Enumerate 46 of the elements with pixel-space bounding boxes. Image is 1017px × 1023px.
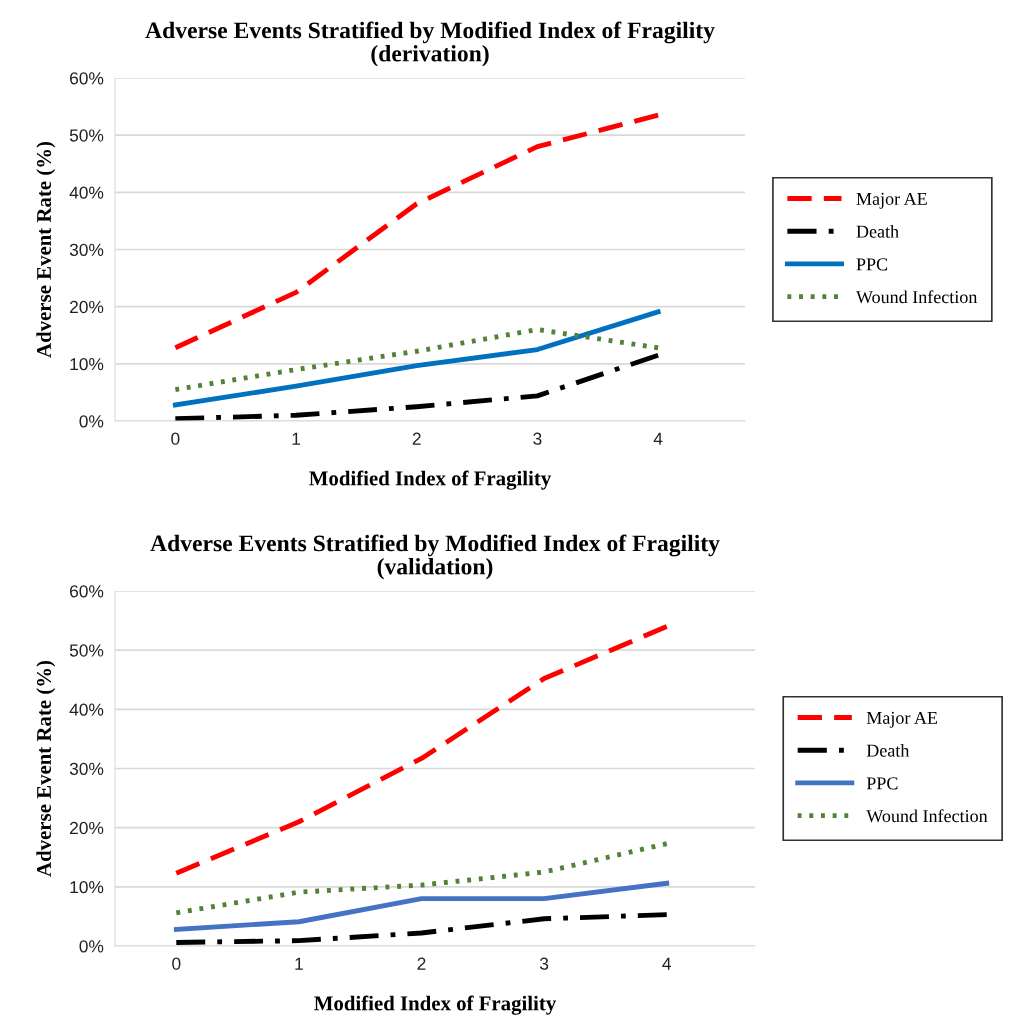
legend-label: PPC [856,258,888,271]
y-tick-label: 40% [69,703,104,716]
line-series [172,112,661,351]
y-tick-label: 30% [69,243,104,256]
y-tick-label: 50% [69,129,104,142]
legend-label: Major AE [856,192,927,209]
y-axis-title: Adverse Event Rate (%) [36,660,56,877]
x-tick-label: 2 [417,957,426,970]
chart-title: Adverse Events Stratified by Modified Index of Fragility (validation) [150,534,720,580]
chart-title: Adverse Events Stratified by Modified Index of Fragility (derivation) [145,21,715,67]
line-series [173,912,670,945]
x-tick-label: 4 [662,957,672,970]
x-tick-label: 2 [412,432,421,445]
x-axis-title: Modified Index of Fragility [314,995,557,1015]
x-tick-label: 4 [653,432,663,445]
y-tick-label: 10% [70,358,104,371]
y-tick-label: 0% [79,940,104,953]
y-tick-label: 40% [69,186,104,199]
y-tick-label: 50% [69,644,104,657]
legend-label: PPC [866,777,898,790]
line-series [173,880,670,932]
x-tick-label: 1 [295,957,303,970]
y-tick-label: 60% [70,585,104,598]
line-series [173,841,670,916]
y-tick-label: 20% [70,821,104,835]
legend-label: Wound Infection [866,809,988,823]
line-series [172,309,661,408]
legend-label: Major AE [866,711,938,728]
x-tick-label: 0 [172,957,181,970]
y-tick-label: 0% [79,415,104,428]
legend-label: Death [866,744,910,757]
x-tick-label: 1 [292,432,301,445]
y-tick-label: 30% [69,762,104,775]
line-series [173,624,670,876]
y-tick-label: 60% [70,72,104,85]
line-series [172,352,661,421]
y-axis-title: Adverse Event Rate (%) [36,141,56,358]
x-tick-label: 3 [533,432,542,445]
x-axis-title: Modified Index of Fragility [309,470,552,490]
legend-label: Death [856,225,899,238]
x-tick-label: 3 [539,957,549,970]
line-series [172,327,661,392]
y-tick-label: 20% [70,300,104,314]
x-tick-label: 0 [171,432,180,445]
y-tick-label: 10% [70,881,104,894]
legend-label: Wound Infection [856,290,978,304]
